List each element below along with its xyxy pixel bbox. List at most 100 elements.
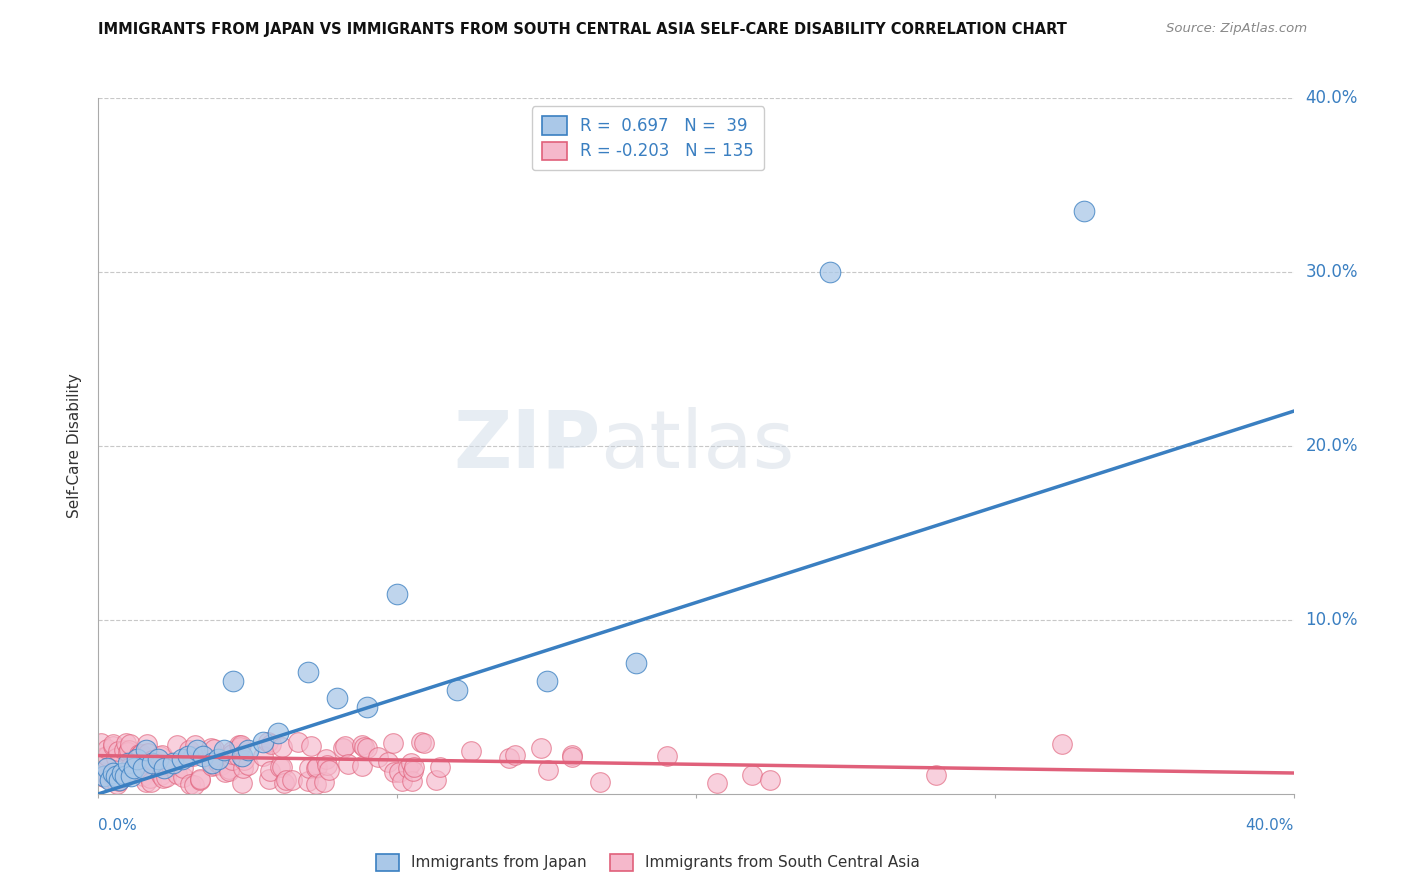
Point <box>267 726 290 740</box>
Point <box>232 753 254 767</box>
Point <box>135 756 157 771</box>
Point <box>624 657 647 671</box>
Point <box>101 737 124 751</box>
Point <box>150 747 173 762</box>
Point <box>132 768 155 782</box>
Point <box>152 772 174 786</box>
Point <box>561 747 583 762</box>
Point <box>128 747 150 762</box>
Point <box>256 735 278 749</box>
Point <box>114 769 136 784</box>
Point <box>287 735 309 749</box>
Point <box>204 741 226 756</box>
Point <box>101 769 124 783</box>
Point <box>336 756 359 771</box>
Point <box>297 774 319 789</box>
Text: 30.0%: 30.0% <box>1305 263 1358 281</box>
Point <box>177 742 200 756</box>
Point <box>107 774 129 789</box>
Point <box>101 768 124 782</box>
Point <box>315 757 337 772</box>
Point <box>90 765 112 780</box>
Point <box>155 770 177 784</box>
Point <box>202 758 225 772</box>
Point <box>96 741 118 756</box>
Point <box>356 741 378 756</box>
Point <box>149 748 172 763</box>
Point <box>129 747 152 761</box>
Point <box>231 748 253 763</box>
Text: 10.0%: 10.0% <box>1305 611 1358 629</box>
Point <box>108 772 131 787</box>
Point <box>90 736 112 750</box>
Point <box>139 775 162 789</box>
Point <box>190 772 212 786</box>
Point <box>382 736 405 750</box>
Point <box>183 738 205 752</box>
Point <box>117 745 139 759</box>
Point <box>218 763 240 777</box>
Point <box>446 682 468 697</box>
Point <box>333 739 356 753</box>
Point <box>231 776 253 790</box>
Point <box>314 774 336 789</box>
Point <box>191 748 214 763</box>
Point <box>132 761 155 775</box>
Point <box>166 767 188 781</box>
Point <box>425 773 447 788</box>
Point <box>181 749 204 764</box>
Point <box>367 750 389 764</box>
Point <box>503 747 526 762</box>
Point <box>377 755 399 769</box>
Point <box>118 738 141 752</box>
Point <box>530 740 553 755</box>
Point <box>460 744 482 758</box>
Point <box>172 770 194 784</box>
Point <box>536 673 558 688</box>
Point <box>207 756 229 770</box>
Point <box>150 758 173 772</box>
Point <box>101 739 124 753</box>
Point <box>138 746 160 760</box>
Point <box>201 756 224 770</box>
Point <box>759 773 782 788</box>
Point <box>326 691 349 706</box>
Point <box>1073 204 1095 219</box>
Point <box>273 776 295 790</box>
Point <box>96 748 118 763</box>
Point <box>382 765 405 780</box>
Point <box>200 752 222 766</box>
Text: ZIP: ZIP <box>453 407 600 485</box>
Point <box>128 748 150 763</box>
Point <box>177 748 200 763</box>
Point <box>107 772 129 786</box>
Point <box>401 756 423 770</box>
Point <box>159 759 181 773</box>
Point <box>232 761 254 775</box>
Point <box>236 743 259 757</box>
Point <box>105 772 128 786</box>
Point <box>385 587 409 601</box>
Point <box>186 743 208 757</box>
Text: 20.0%: 20.0% <box>1305 437 1358 455</box>
Text: 40.0%: 40.0% <box>1305 89 1358 107</box>
Point <box>429 760 451 774</box>
Point <box>259 764 281 778</box>
Point <box>117 742 139 756</box>
Point <box>103 766 125 780</box>
Point <box>148 752 170 766</box>
Point <box>252 748 274 763</box>
Point <box>179 776 201 790</box>
Point <box>117 756 139 770</box>
Point <box>105 776 128 790</box>
Point <box>236 758 259 772</box>
Point <box>214 765 236 780</box>
Point <box>94 771 117 785</box>
Text: atlas: atlas <box>600 407 794 485</box>
Point <box>183 778 205 792</box>
Point <box>741 768 763 782</box>
Point <box>350 758 373 772</box>
Text: 40.0%: 40.0% <box>1246 818 1294 832</box>
Point <box>413 736 436 750</box>
Point <box>229 740 252 755</box>
